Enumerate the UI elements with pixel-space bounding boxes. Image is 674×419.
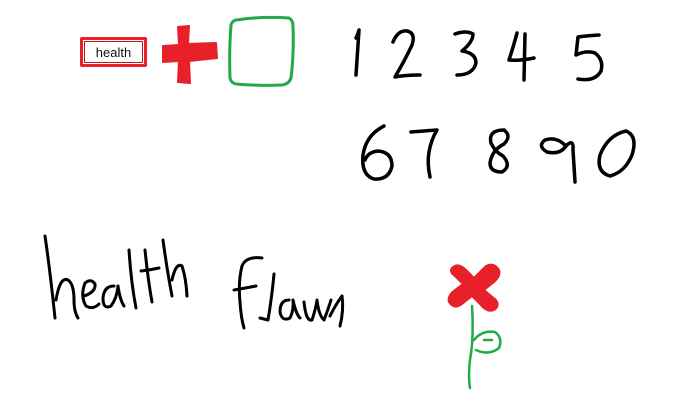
flower-icon: [447, 263, 502, 390]
digit-6: [360, 124, 394, 181]
digit-4: [507, 31, 536, 82]
digit-7: [409, 128, 439, 179]
digit-2: [391, 29, 422, 79]
green-square-icon: [228, 15, 295, 87]
digit-1: [354, 28, 361, 77]
health-label-text: health: [95, 44, 132, 60]
flower-stem: [467, 304, 474, 390]
digit-0: [597, 129, 636, 178]
handwritten-flower: [232, 256, 345, 330]
digit-8: [488, 128, 510, 174]
numbers-row-2: [360, 124, 636, 184]
flower-leaf: [472, 330, 502, 354]
numbers-row-1: [354, 28, 604, 82]
digit-9: [539, 137, 577, 184]
digit-3: [453, 30, 478, 77]
digit-5: [574, 33, 604, 82]
flower-petals: [447, 263, 501, 312]
health-label-icon: health: [80, 37, 147, 67]
handwritten-health: [43, 234, 189, 320]
red-cross-icon: [162, 25, 218, 84]
